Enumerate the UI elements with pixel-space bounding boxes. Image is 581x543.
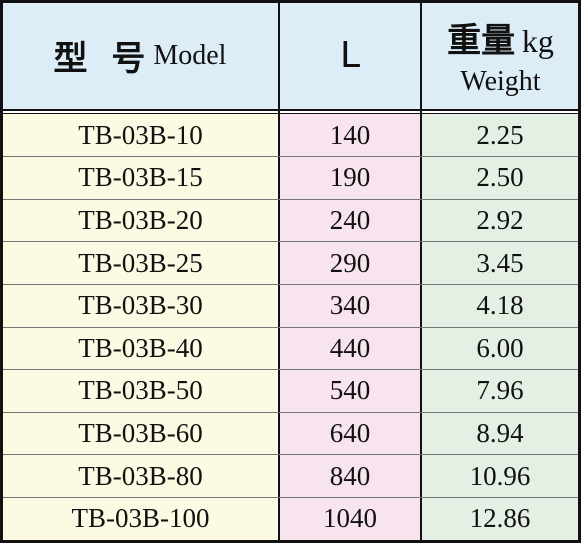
header-model-en: Model (153, 39, 227, 71)
header-weight: 重量 kg Weight (422, 2, 579, 109)
length-cell: 340 (280, 284, 420, 327)
length-cell: 440 (280, 327, 420, 370)
header-rule (2, 109, 579, 111)
header-weight-cn: 重量 (447, 21, 516, 61)
length-cell: 140 (280, 114, 420, 157)
row-rule (2, 326, 579, 328)
model-cell: TB-03B-20 (3, 199, 278, 242)
weight-cell: 2.50 (422, 156, 578, 200)
row-rule (2, 496, 579, 498)
length-cell: 190 (280, 156, 420, 200)
model-cell: TB-03B-100 (3, 497, 278, 540)
length-cell: 1040 (280, 497, 420, 540)
length-cell: 840 (280, 454, 420, 498)
length-cell: 540 (280, 369, 420, 413)
model-cell: TB-03B-10 (3, 114, 278, 157)
header-weight-top: 重量 kg (447, 13, 554, 62)
model-cell: TB-03B-50 (3, 369, 278, 413)
model-cell: TB-03B-25 (3, 241, 278, 285)
row-rule (2, 283, 579, 285)
header-length: L (280, 2, 420, 109)
model-cell: TB-03B-15 (3, 156, 278, 200)
length-cell: 640 (280, 412, 420, 455)
length-cell: 290 (280, 241, 420, 285)
header-weight-unit: kg (521, 23, 554, 59)
weight-cell: 7.96 (422, 369, 578, 413)
row-rule (2, 156, 579, 158)
model-cell: TB-03B-60 (3, 412, 278, 455)
header-rule (2, 113, 579, 114)
header-length-text: L (339, 35, 361, 76)
row-rule (2, 411, 579, 413)
row-rule (2, 454, 579, 456)
weight-cell: 4.18 (422, 284, 578, 327)
length-cell: 240 (280, 199, 420, 242)
weight-cell: 3.45 (422, 241, 578, 285)
column-rule (420, 2, 422, 541)
weight-cell: 2.25 (422, 114, 578, 157)
weight-cell: 8.94 (422, 412, 578, 455)
row-rule (2, 198, 579, 200)
weight-cell: 12.86 (422, 497, 578, 540)
model-cell: TB-03B-80 (3, 454, 278, 498)
header-model-cn: 型 号 (53, 39, 152, 79)
row-rule (2, 241, 579, 243)
model-cell: TB-03B-40 (3, 327, 278, 370)
weight-cell: 10.96 (422, 454, 578, 498)
header-weight-en: Weight (460, 66, 541, 97)
header-model: 型 号 Model (2, 2, 278, 109)
column-rule (278, 2, 280, 541)
model-cell: TB-03B-30 (3, 284, 278, 327)
weight-cell: 6.00 (422, 327, 578, 370)
row-rule (2, 369, 579, 371)
weight-cell: 2.92 (422, 199, 578, 242)
